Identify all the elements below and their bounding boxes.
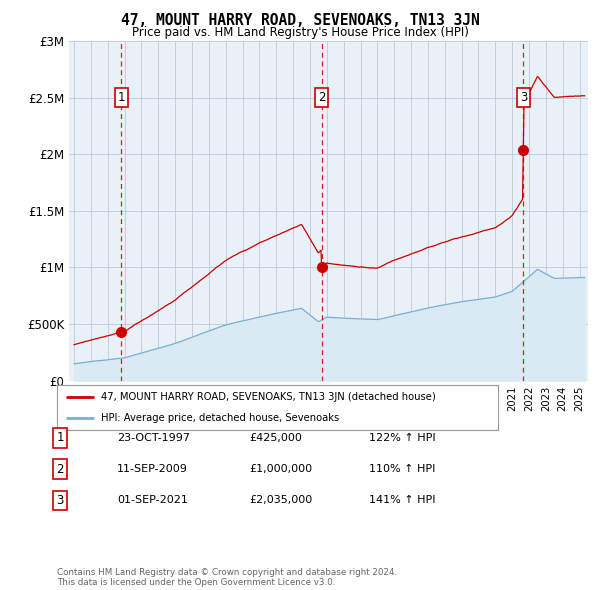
Text: 23-OCT-1997: 23-OCT-1997 — [117, 433, 190, 442]
Text: £1,000,000: £1,000,000 — [249, 464, 312, 474]
Text: 1: 1 — [118, 91, 125, 104]
Text: 141% ↑ HPI: 141% ↑ HPI — [369, 496, 436, 505]
Text: 1: 1 — [56, 431, 64, 444]
Text: Price paid vs. HM Land Registry's House Price Index (HPI): Price paid vs. HM Land Registry's House … — [131, 26, 469, 39]
Text: 47, MOUNT HARRY ROAD, SEVENOAKS, TN13 3JN: 47, MOUNT HARRY ROAD, SEVENOAKS, TN13 3J… — [121, 13, 479, 28]
Text: £2,035,000: £2,035,000 — [249, 496, 312, 505]
Text: 122% ↑ HPI: 122% ↑ HPI — [369, 433, 436, 442]
Text: 01-SEP-2021: 01-SEP-2021 — [117, 496, 188, 505]
Text: 47, MOUNT HARRY ROAD, SEVENOAKS, TN13 3JN (detached house): 47, MOUNT HARRY ROAD, SEVENOAKS, TN13 3J… — [101, 392, 436, 402]
Text: £425,000: £425,000 — [249, 433, 302, 442]
Text: 3: 3 — [56, 494, 64, 507]
Text: 2: 2 — [56, 463, 64, 476]
Text: HPI: Average price, detached house, Sevenoaks: HPI: Average price, detached house, Seve… — [101, 412, 340, 422]
Text: Contains HM Land Registry data © Crown copyright and database right 2024.
This d: Contains HM Land Registry data © Crown c… — [57, 568, 397, 587]
Text: 2: 2 — [318, 91, 325, 104]
Text: 11-SEP-2009: 11-SEP-2009 — [117, 464, 188, 474]
Text: 3: 3 — [520, 91, 527, 104]
Text: 110% ↑ HPI: 110% ↑ HPI — [369, 464, 436, 474]
